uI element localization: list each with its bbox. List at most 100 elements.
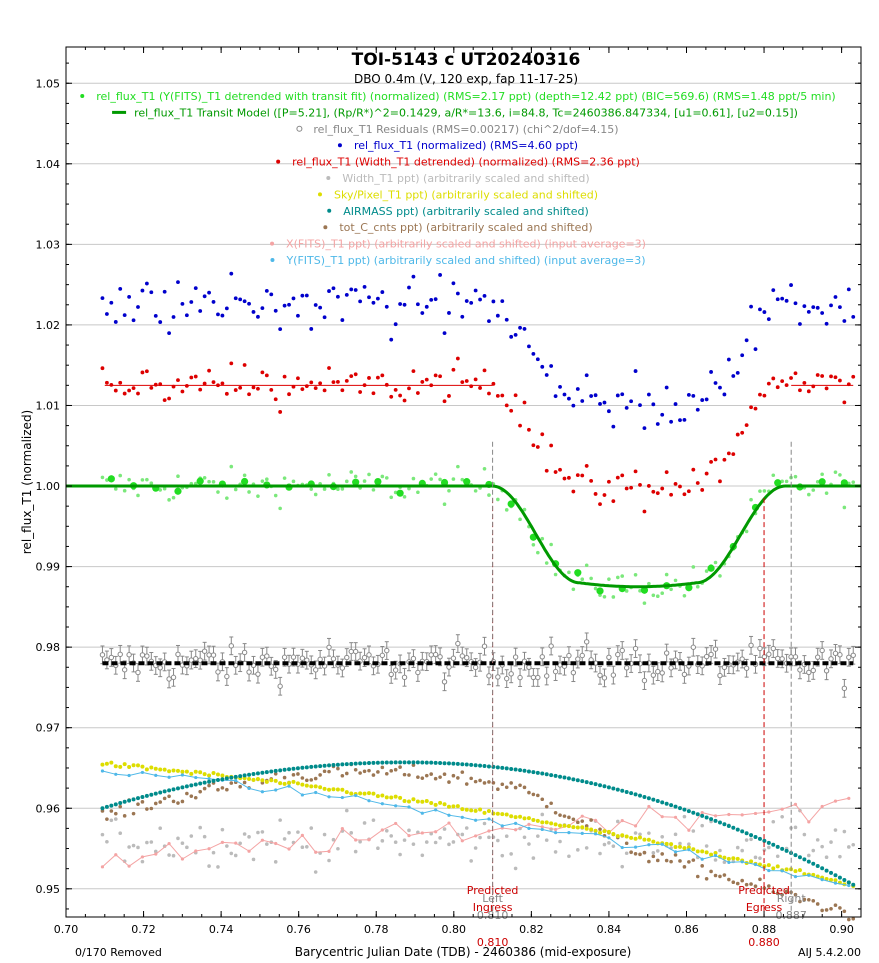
binned-point (352, 478, 360, 486)
tot-cnts-point (838, 906, 842, 910)
width-detrended-point (802, 380, 807, 385)
tot-cnts-point (327, 769, 331, 774)
sky-point (633, 836, 638, 841)
y-tick-label: 0.97 (36, 722, 61, 735)
raw-flux-point (415, 302, 420, 307)
width-point (558, 839, 562, 844)
width-detrended-point (744, 423, 749, 428)
sky-point (349, 791, 354, 796)
sky-point (118, 764, 123, 769)
residual-point (312, 667, 319, 673)
width-detrended-point (184, 383, 189, 388)
raw-flux-point (220, 313, 225, 318)
width-detrended-point (527, 427, 531, 432)
raw-flux-point (193, 286, 198, 291)
y-fits-point (833, 881, 838, 885)
residual-point (623, 665, 630, 671)
residual-point (233, 662, 239, 669)
width-point (127, 845, 131, 849)
tot-cnts-point (758, 877, 762, 882)
raw-flux-point (655, 422, 660, 426)
y-fits-point (420, 811, 424, 815)
width-detrended-point (287, 392, 291, 397)
y-fits-point (673, 850, 678, 854)
tot-cnts-point (633, 851, 638, 856)
residual-point (277, 683, 283, 689)
residual-point (455, 640, 461, 647)
x-fits-point (220, 840, 225, 844)
detrended-point (633, 572, 638, 577)
width-point (771, 819, 776, 824)
tot-cnts-point (442, 772, 447, 777)
width-point (536, 834, 540, 838)
airmass-point (220, 777, 225, 782)
airmass-point (144, 793, 149, 798)
residual-point (361, 654, 368, 661)
airmass-point (273, 768, 278, 773)
width-detrended-point (322, 388, 327, 393)
tot-cnts-point (407, 773, 411, 777)
raw-flux-point (122, 313, 127, 318)
airmass-point (287, 767, 292, 772)
width-detrended-point (482, 368, 487, 373)
detrended-point (122, 488, 127, 493)
airmass-point (171, 787, 176, 792)
y-fits-point (767, 868, 771, 873)
y-fits-point (260, 790, 264, 794)
width-detrended-point (358, 390, 363, 394)
detrended-point (531, 542, 536, 547)
width-detrended-point (473, 377, 478, 382)
airmass-point (393, 760, 398, 765)
width-detrended-point (567, 475, 571, 480)
airmass-point (740, 829, 745, 834)
binned-point (507, 500, 515, 508)
detrended-point (811, 488, 816, 492)
width-point (238, 841, 242, 846)
x-fits-point (100, 865, 105, 869)
tot-cnts-point (584, 824, 589, 828)
width-point (740, 848, 744, 853)
airmass-point (455, 761, 460, 766)
airmass-point (638, 793, 643, 798)
width-detrended-point (487, 391, 491, 396)
sky-point (371, 791, 376, 796)
raw-flux-point (673, 402, 678, 406)
x-fits-point (527, 822, 531, 827)
width-detrended-point (131, 386, 136, 390)
raw-flux-point (580, 399, 585, 403)
x-fits-point (380, 828, 384, 832)
tot-cnts-point (376, 770, 380, 774)
tot-cnts-point (798, 899, 802, 904)
tot-cnts-point (371, 773, 376, 777)
residual-point (157, 665, 163, 671)
width-detrended-point (233, 388, 238, 392)
residual-point (668, 665, 674, 671)
x-fits-point (140, 855, 145, 859)
y-fits-point (820, 878, 824, 882)
sky-point (273, 778, 278, 783)
width-detrended-point (758, 392, 762, 397)
raw-flux-point (140, 288, 145, 293)
detrended-point (438, 477, 442, 482)
detrended-point (820, 472, 824, 477)
width-point (660, 834, 665, 839)
residual-point (432, 651, 439, 658)
tot-cnts-point (695, 874, 700, 879)
airmass-point (189, 783, 194, 788)
width-point (802, 832, 807, 837)
width-detrended-point (593, 492, 598, 496)
sky-point (624, 834, 629, 839)
airmass-point (140, 794, 145, 799)
airmass-point (415, 760, 420, 765)
sky-point (220, 773, 225, 778)
raw-flux-point (509, 334, 514, 339)
detrended-point (211, 480, 216, 484)
y-fits-point (527, 826, 531, 830)
detrended-point (260, 479, 265, 483)
residual-point (544, 673, 550, 679)
x-tick-label: 0.90 (829, 923, 854, 936)
airmass-point (766, 840, 771, 845)
airmass-point (757, 836, 762, 841)
width-detrended-point (260, 370, 265, 375)
raw-flux-point (464, 299, 469, 303)
